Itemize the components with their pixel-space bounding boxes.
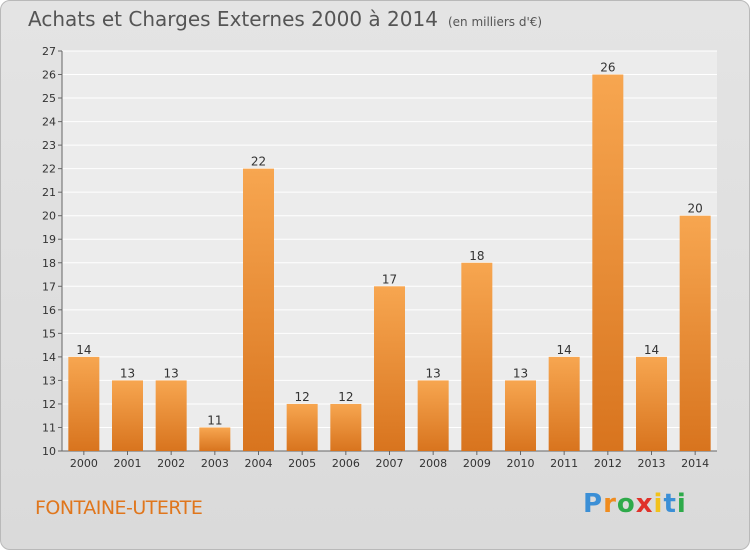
x-tick-label: 2006 [332,457,360,470]
x-tick-label: 2005 [288,457,316,470]
y-tick-label: 17 [42,280,56,293]
x-tick-label: 2012 [594,457,622,470]
bar [592,74,624,451]
x-tick-label: 2007 [376,457,404,470]
data-label: 20 [688,202,703,216]
y-tick-label: 25 [42,92,56,105]
logo-letter: P [583,489,604,519]
y-tick-label: 11 [42,421,56,434]
logo-letter: i [676,489,687,519]
data-label: 12 [338,390,353,404]
data-label: 22 [251,155,266,169]
proxiti-logo[interactable]: Proxiti [583,489,687,519]
x-tick-label: 2000 [70,457,98,470]
bar [548,356,580,451]
chart-title: Achats et Charges Externes 2000 à 2014 [28,7,438,31]
logo-letter: t [663,489,677,519]
y-tick-label: 19 [42,233,56,246]
bar [199,427,231,451]
bar [679,215,711,451]
y-tick-label: 16 [42,304,56,317]
bar [112,380,143,451]
bar [461,262,493,451]
x-tick-label: 2013 [638,457,666,470]
x-tick-label: 2010 [507,457,535,470]
y-tick-label: 27 [42,45,56,58]
logo-letter: i [653,489,664,519]
bar [155,380,187,451]
y-tick-label: 24 [42,116,56,129]
logo-letter: o [616,489,636,519]
y-tick-label: 10 [42,445,56,458]
data-label: 12 [295,390,310,404]
y-tick-label: 21 [42,186,56,199]
x-tick-label: 2004 [245,457,273,470]
bar [286,403,318,451]
logo-letter: r [603,489,617,519]
data-label: 18 [469,249,484,263]
y-tick-label: 23 [42,139,56,152]
data-label: 13 [426,366,441,380]
bar [330,403,362,451]
logo-letter: x [635,489,654,519]
x-tick-label: 2001 [114,457,142,470]
bar [243,168,274,451]
data-label: 26 [600,61,615,75]
x-tick-label: 2009 [463,457,491,470]
bar [68,356,100,451]
data-label: 14 [644,343,659,357]
bar [636,356,667,451]
bar [374,286,405,451]
y-tick-label: 12 [42,398,56,411]
y-tick-label: 14 [42,351,56,364]
data-label: 13 [120,366,135,380]
data-label: 17 [382,272,397,286]
x-tick-label: 2011 [550,457,578,470]
chart-unit: (en milliers d'€) [447,15,543,29]
y-tick-label: 22 [42,163,56,176]
title-line: Achats et Charges Externes 2000 à 2014 (e… [28,7,542,31]
y-tick-label: 15 [42,327,56,340]
bar [505,380,536,451]
y-tick-label: 26 [42,69,56,82]
city-name: FONTAINE-UTERTE [35,497,203,519]
data-label: 11 [207,413,222,427]
y-tick-label: 13 [42,374,56,387]
data-label: 13 [164,366,179,380]
y-tick-label: 18 [42,257,56,270]
data-label: 14 [76,343,91,357]
x-tick-label: 2003 [201,457,229,470]
x-tick-label: 2008 [419,457,447,470]
y-tick-label: 20 [42,210,56,223]
x-tick-label: 2014 [681,457,709,470]
x-tick-label: 2002 [157,457,185,470]
data-label: 14 [557,343,572,357]
bar [417,380,449,451]
data-label: 13 [513,366,528,380]
